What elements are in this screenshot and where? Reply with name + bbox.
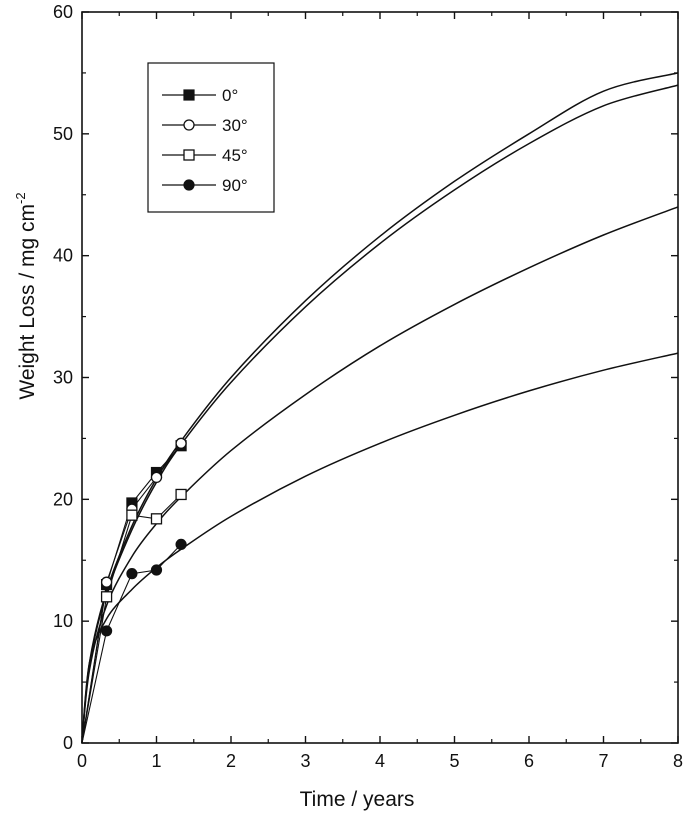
data-point: [100, 591, 113, 603]
y-tick-label: 60: [53, 2, 73, 22]
y-axis-title-superscript: -2: [13, 192, 28, 204]
x-tick-label: 1: [151, 751, 161, 771]
data-point: [175, 488, 187, 501]
legend-marker: [183, 89, 195, 101]
y-tick-label: 50: [53, 124, 73, 144]
data-point: [100, 576, 113, 588]
y-tick-label: 0: [63, 733, 73, 753]
x-tick-label: 6: [524, 751, 534, 771]
y-tick-label: 20: [53, 489, 73, 509]
data-point: [150, 513, 163, 525]
x-tick-label: 4: [375, 751, 385, 771]
y-tick-label: 40: [53, 246, 73, 266]
data-point: [126, 509, 138, 521]
data-point: [126, 568, 138, 580]
legend-label: 45°: [222, 146, 248, 165]
series-fit-curve-3: [81, 352, 679, 744]
legend: 0° 30° 45° 90°: [147, 62, 275, 213]
x-tick-label: 7: [598, 751, 608, 771]
x-tick-label: 2: [226, 751, 236, 771]
legend-label: 90°: [222, 176, 248, 195]
legend-label: 0°: [222, 86, 238, 105]
data-point: [175, 437, 187, 449]
data-point: [175, 538, 187, 551]
data-point: [100, 625, 113, 637]
y-axis-title-main: Weight Loss / mg cm: [16, 204, 39, 400]
x-tick-label: 0: [77, 751, 87, 771]
x-tick-label: 3: [300, 751, 310, 771]
x-tick-label: 5: [449, 751, 459, 771]
x-tick-label: 8: [673, 751, 683, 771]
legend-label: 30°: [222, 116, 248, 135]
y-tick-label: 10: [53, 611, 73, 631]
data-point: [150, 564, 163, 576]
series-data-line-0: [81, 445, 182, 744]
y-axis-title: Weight Loss / mg cm-2: [13, 192, 39, 399]
legend-marker: [183, 119, 195, 131]
series-data-line-1: [81, 442, 182, 744]
series-fit-curve-2: [81, 206, 679, 744]
legend-box: [147, 62, 275, 213]
legend-marker: [183, 179, 195, 191]
legend-marker: [183, 149, 195, 161]
x-axis-title: Time / years: [300, 788, 415, 811]
y-tick-label: 30: [53, 368, 73, 388]
data-point: [150, 471, 163, 484]
